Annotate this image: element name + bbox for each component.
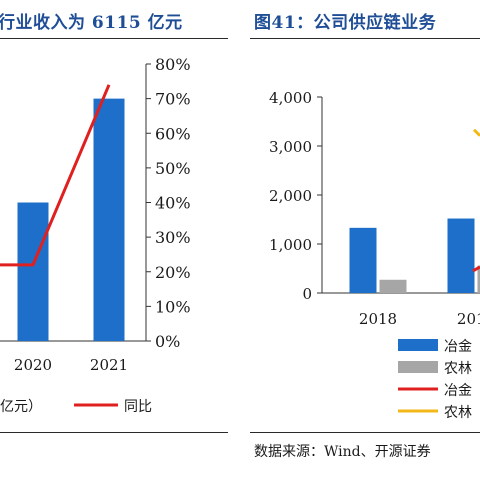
y-tick-label: 3,000	[269, 138, 312, 156]
left-chart-title: 行业收入为 6115 亿元	[0, 13, 183, 33]
legend-item-1-label: 冶金	[444, 339, 472, 355]
bar-series-2	[477, 265, 480, 293]
y-tick-label: 50%	[155, 159, 191, 178]
bar-series-1	[349, 227, 377, 293]
left-chart: 0% 10% 20% 30% 40% 50% 60% 70% 80% 2020 2021	[0, 55, 191, 374]
x-tick-label: 2021	[90, 356, 128, 374]
bar-series-1	[447, 218, 475, 293]
y-tick-label: 0%	[155, 332, 180, 351]
x-tick-label: 2019	[457, 310, 480, 328]
legend-swatch-1	[398, 339, 438, 351]
y-tick-label: 60%	[155, 124, 191, 143]
y-tick-label: 70%	[155, 90, 191, 109]
legend-item-3-label: 冶金	[444, 383, 472, 399]
legend-line-label: 同比	[124, 399, 152, 415]
x-tick-label: 2018	[359, 310, 397, 328]
y-tick-label: 30%	[155, 228, 191, 247]
y-tick-label: 40%	[155, 194, 191, 213]
legend-swatch-2	[398, 361, 438, 373]
x-tick-label: 2020	[14, 356, 52, 374]
y-tick-label: 0	[302, 285, 312, 303]
bar	[93, 98, 125, 341]
y-tick-label: 20%	[155, 263, 191, 282]
left-bottom-rule	[0, 432, 228, 433]
bar-series-2	[379, 279, 407, 293]
right-legend: 冶金 农林 冶金 农林	[398, 339, 472, 421]
line-series-3	[472, 265, 480, 273]
right-chart: 0 1,000 2,000 3,000 4,000 2018 2019	[269, 89, 480, 328]
right-title-rule	[250, 38, 480, 39]
right-chart-title: 图41：公司供应链业务	[254, 13, 437, 33]
legend-bar-label: 亿元）	[0, 399, 42, 415]
legend-item-2-label: 农林	[444, 361, 472, 377]
growth-line	[0, 84, 111, 267]
y-tick-label: 2,000	[269, 187, 312, 205]
legend-item-4-label: 农林	[444, 405, 472, 421]
right-bottom-rule	[250, 432, 480, 433]
y-tick-label: 80%	[155, 55, 191, 74]
y-tick-label: 4,000	[269, 89, 312, 107]
y-tick-label: 1,000	[269, 236, 312, 254]
bar	[17, 202, 49, 341]
left-title-rule	[0, 38, 228, 39]
line-series-4	[472, 128, 480, 137]
source-note: 数据来源：Wind、开源证券	[254, 444, 431, 460]
left-legend: 亿元） 同比	[0, 399, 152, 415]
y-tick-label: 10%	[155, 297, 191, 316]
